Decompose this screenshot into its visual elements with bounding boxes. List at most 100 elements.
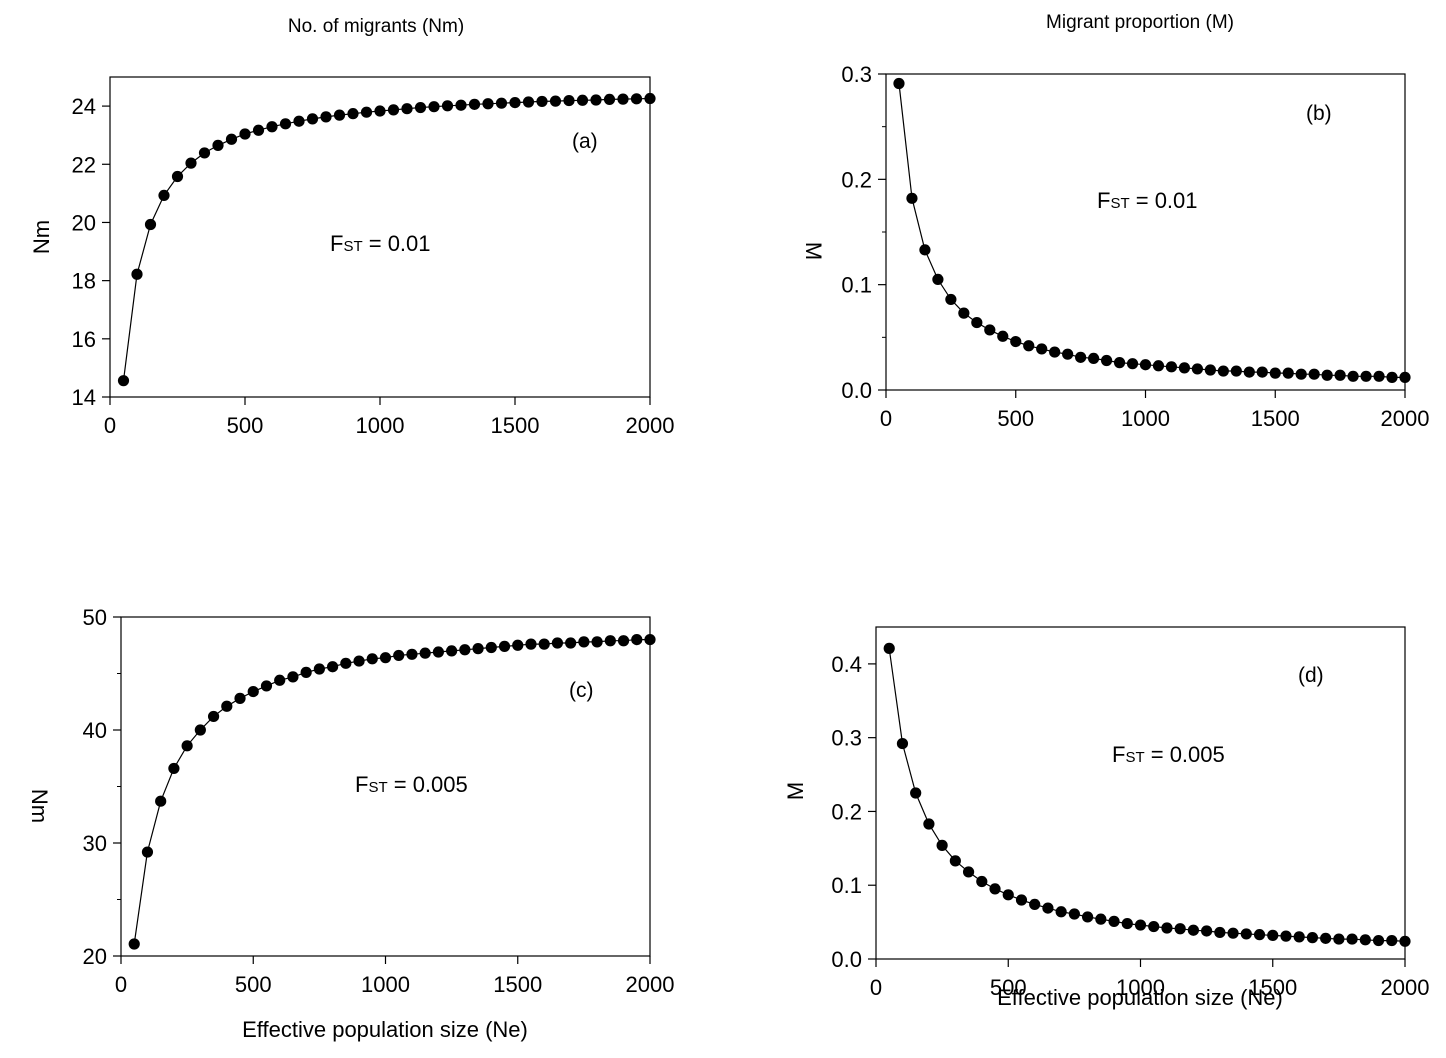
data-point: [293, 115, 305, 127]
data-point: [1036, 343, 1048, 355]
data-point: [333, 109, 346, 121]
data-point: [459, 644, 471, 656]
data-point: [1386, 371, 1398, 383]
data-point: [893, 77, 905, 90]
x-tick-label: 2000: [1381, 406, 1430, 431]
y-tick-label: 20: [83, 944, 107, 969]
panel-a: 0 500 1000 1500 2000 14 16 18 20 22 24 (a) FST = 0.0…: [29, 76, 674, 438]
y-tick-label: 24: [72, 94, 96, 119]
data-point: [962, 866, 975, 878]
data-point: [252, 124, 265, 136]
y-axis-label: M: [783, 782, 808, 800]
x-tick-label: 1500: [493, 972, 542, 997]
data-point: [932, 273, 944, 285]
data-point: [1240, 928, 1252, 940]
data-point: [578, 636, 590, 648]
panel-c: 0 500 1000 1500 2000 20 30 40 50 (c) FST = 0.005 Nm…: [27, 605, 674, 1042]
data-point: [936, 839, 948, 851]
data-point: [617, 93, 629, 105]
y-tick-label: 18: [72, 269, 96, 294]
x-tick-label: 500: [227, 413, 264, 438]
data-point: [401, 103, 413, 115]
data-point: [538, 638, 550, 650]
data-point: [482, 98, 494, 110]
y-tick-label: 40: [83, 718, 107, 743]
data-point: [1126, 358, 1139, 370]
data-point: [1108, 915, 1120, 927]
data-point: [279, 118, 292, 130]
data-point: [198, 147, 211, 159]
data-point: [1372, 934, 1385, 947]
data-point: [945, 293, 957, 306]
data-point: [1178, 362, 1191, 374]
data-point: [576, 94, 589, 106]
data-point: [239, 128, 251, 140]
data-point: [181, 740, 193, 752]
data-point: [631, 634, 643, 646]
data-point: [1088, 352, 1100, 364]
data-point: [1082, 911, 1094, 923]
data-point: [525, 638, 537, 650]
data-point: [509, 97, 521, 109]
data-point: [1148, 920, 1160, 933]
data-point: [306, 113, 319, 125]
data-point: [353, 655, 365, 667]
x-tick-label: 0: [880, 406, 892, 431]
data-point: [320, 111, 332, 123]
data-point: [1100, 354, 1113, 367]
x-tick-label: 500: [990, 975, 1027, 1000]
data-point: [989, 883, 1001, 895]
data-point: [1227, 927, 1239, 939]
data-point: [419, 647, 431, 659]
data-point: [1295, 368, 1307, 380]
data-point: [1187, 924, 1199, 936]
data-point: [604, 635, 616, 647]
y-tick-label: 0.1: [841, 273, 872, 298]
data-point: [1347, 370, 1359, 382]
data-point: [1308, 368, 1320, 380]
y-tick-label: 20: [72, 210, 96, 235]
data-point: [1256, 366, 1268, 378]
data-point: [406, 648, 418, 660]
data-point: [446, 645, 458, 657]
y-tick-label: 16: [72, 327, 96, 352]
data-point: [644, 92, 656, 105]
y-tick-label: 0.2: [841, 167, 872, 192]
data-point: [896, 737, 909, 750]
data-point: [225, 133, 238, 145]
data-point: [207, 710, 220, 723]
data-point: [1217, 365, 1229, 377]
plot-frame: [875, 626, 1406, 960]
panel-label: (d): [1298, 664, 1324, 687]
data-point: [185, 157, 197, 169]
data-point: [1243, 366, 1255, 378]
data-point: [1191, 363, 1203, 375]
y-tick-label: 0.3: [841, 62, 872, 87]
data-point: [522, 96, 535, 108]
data-point: [984, 324, 996, 336]
data-point: [1334, 369, 1346, 381]
data-point: [274, 674, 286, 686]
y-tick-label: 0.4: [831, 652, 862, 677]
panel-label: (b): [1306, 102, 1332, 125]
data-point: [549, 95, 562, 107]
x-tick-label: 500: [997, 406, 1034, 431]
x-axis-label: Effective population size (Ne): [997, 985, 1283, 1010]
x-tick-label: 0: [870, 975, 882, 1000]
data-point: [340, 657, 352, 669]
x-tick-label: 1500: [1251, 406, 1300, 431]
data-point: [1320, 932, 1332, 944]
data-point: [1399, 371, 1411, 383]
data-point: [1267, 929, 1279, 941]
data-point: [630, 93, 643, 105]
data-point: [1161, 922, 1173, 934]
data-point: [158, 189, 170, 201]
data-point: [1055, 906, 1067, 918]
data-point: [379, 652, 392, 664]
data-point: [498, 640, 511, 652]
data-point: [300, 666, 312, 678]
fst-annotation: FST = 0.01: [1097, 188, 1198, 213]
data-point: [1282, 367, 1294, 379]
data-point: [1359, 934, 1371, 946]
